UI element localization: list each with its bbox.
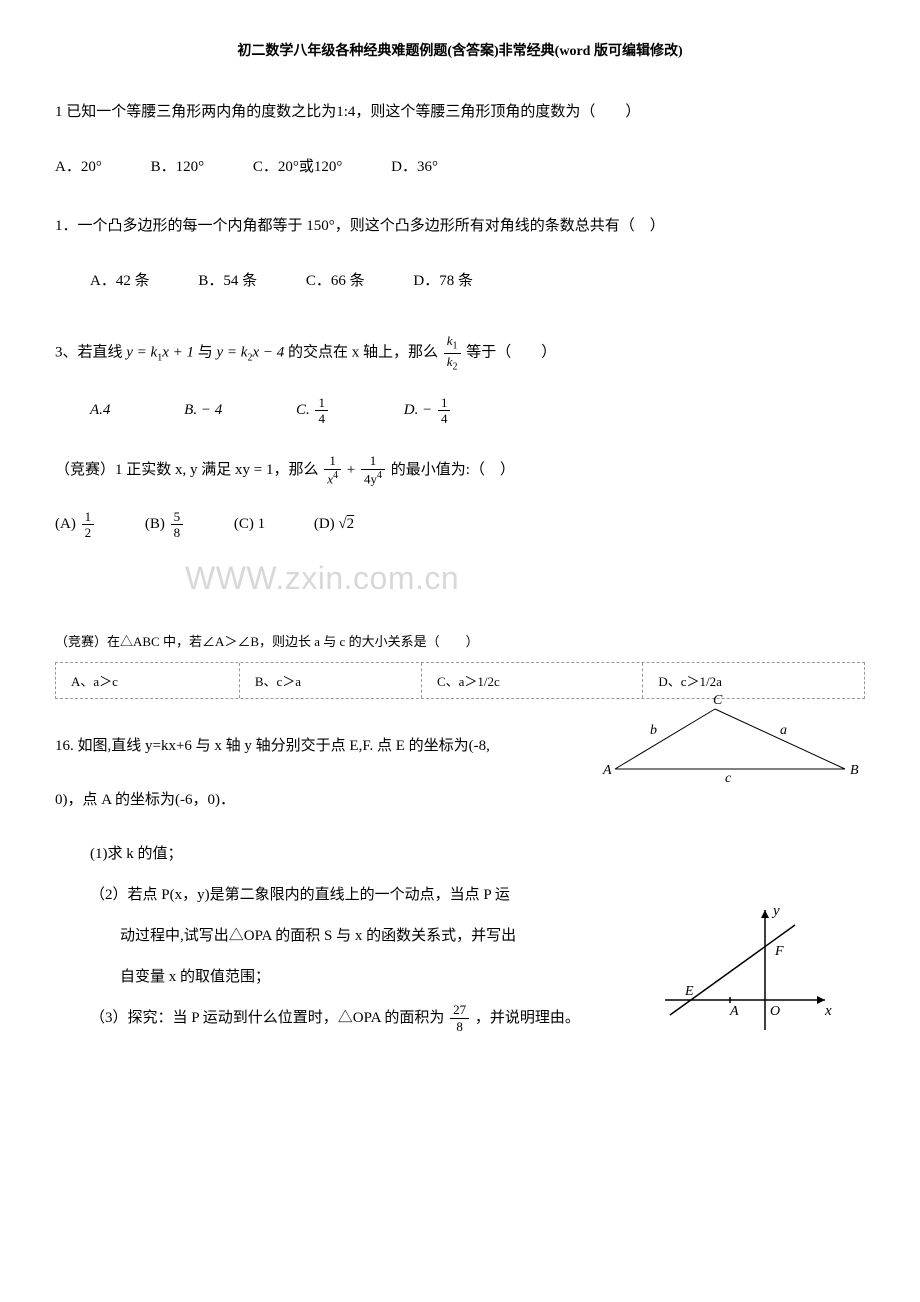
q3-suffix1: 的交点在 x 轴上，那么 (288, 345, 438, 361)
q2-optD: D．78 条 (413, 264, 473, 299)
coord-y: y (771, 903, 780, 919)
coordinate-figure: y x E A O F (655, 900, 835, 1040)
q3-cd: 4 (315, 411, 328, 427)
q4-options: (A) 12 (B) 58 (C) 1 (D) √2 (55, 507, 865, 542)
q3-optC-prefix: C. (296, 402, 310, 418)
q2-optC: C．66 条 (306, 264, 365, 299)
q1-optA: A．20° (55, 150, 102, 185)
q1-optD: D．36° (391, 150, 438, 185)
q4-dv: 2 (347, 516, 355, 532)
q1-options: A．20° B．120° C．20°或120° D．36° (55, 150, 865, 185)
q4-prefix: （竞赛）1 正实数 x, y 满足 xy = 1，那么 (55, 462, 318, 478)
tri-C: C (713, 694, 723, 708)
q5-text: （竞赛）在△ABC 中，若∠A＞∠B，则边长 a 与 c 的大小关系是（ ） (55, 627, 615, 657)
q16-sub1: (1)求 k 的值； (55, 838, 865, 871)
page-header: 初二数学八年级各种经典难题例题(含答案)非常经典(word 版可编辑修改) (55, 40, 865, 60)
q3-kfrac: k1 k2 (444, 333, 461, 373)
q4-plus: + (347, 462, 359, 478)
coord-A: A (729, 1004, 739, 1019)
tri-a: a (780, 723, 787, 738)
q16-sub3a: （3）探究：当 P 运动到什么位置时，△OPA 的面积为 (90, 1010, 444, 1026)
q4-f2: 1 4y4 (361, 453, 385, 487)
q2-optB: B．54 条 (198, 264, 257, 299)
q3-dn: 1 (438, 395, 451, 412)
q2-options: A．42 条 B．54 条 C．66 条 D．78 条 (55, 264, 865, 299)
q4-f1n: 1 (324, 453, 341, 470)
q16-line1: 16. 如图,直线 y=kx+6 与 x 轴 y 轴分别交于点 E,F. 点 E… (55, 729, 675, 764)
q16-line2: 0)，点 A 的坐标为(-6，0)． (55, 783, 675, 818)
q4-optB: (B) 58 (145, 507, 185, 542)
q4-f2n: 1 (361, 453, 385, 470)
q3-eq2a: y = k (217, 345, 248, 361)
coord-F: F (774, 944, 784, 959)
q16-sub3n: 27 (450, 1002, 469, 1019)
q4-optD: (D) √2 (314, 507, 354, 542)
q4-f2e: 4 (377, 470, 382, 481)
q3-optB-text: B. − 4 (184, 402, 222, 418)
q4-optC: (C) 1 (234, 507, 265, 542)
triangle-figure: A B C a b c (595, 694, 875, 784)
q3-optD: D. − 14 (404, 393, 453, 428)
q4-an: 1 (82, 509, 95, 526)
q5-optB: B、c＞a (240, 663, 422, 698)
q3-eq1a: y = k (126, 345, 157, 361)
q4-optA: (A) 12 (55, 507, 96, 542)
q3-optA: A.4 (90, 393, 110, 428)
q4-optD-label: (D) (314, 516, 339, 532)
q3-suffix2: 等于（ ） (466, 345, 556, 361)
q16-sub3b: ，并说明理由。 (475, 1010, 580, 1026)
q5-optC: C、a＞1/2c (422, 663, 643, 698)
tri-B: B (850, 763, 859, 778)
q4-ad: 2 (82, 525, 95, 541)
tri-c: c (725, 771, 732, 784)
q4-bd: 8 (171, 525, 184, 541)
q4-text: （竞赛）1 正实数 x, y 满足 xy = 1，那么 1 x4 + 1 4y4… (55, 453, 865, 488)
q3-options: A.4 B. − 4 C. 14 D. − 14 (55, 393, 865, 428)
q2-optA: A．42 条 (90, 264, 150, 299)
q3-mid: 与 (198, 345, 213, 361)
q3-optD-prefix: D. − (404, 402, 432, 418)
q5-optD: D、c＞1/2a (643, 663, 864, 698)
q3-text: 3、若直线 y = k 1 x + 1 与 y = k 2 x − 4 的交点在 x 轴… (55, 333, 865, 373)
q1-optC: C．20°或120° (253, 150, 343, 185)
q3-eq1b: x + 1 (162, 345, 194, 361)
q4-optA-label: (A) (55, 516, 80, 532)
q3-prefix: 3、若直线 (55, 345, 123, 361)
q3-ks2: 2 (453, 361, 458, 372)
coord-x: x (824, 1003, 832, 1019)
q1-optB: B．120° (151, 150, 205, 185)
q3-eq2b: x − 4 (252, 345, 284, 361)
q1-text: 1 已知一个等腰三角形两内角的度数之比为1:4，则这个等腰三角形顶角的度数为（ … (55, 95, 865, 130)
q4-suffix: 的最小值为:（ ） (391, 462, 515, 478)
q3-optA-text: A.4 (90, 402, 110, 418)
coord-E: E (684, 984, 694, 999)
q3-ks1: 1 (453, 341, 458, 352)
q3-dd: 4 (438, 411, 451, 427)
tri-b: b (650, 723, 657, 738)
q4-f1e: 4 (333, 470, 338, 481)
q5-optA: A、a＞c (56, 663, 240, 698)
q3-cn: 1 (315, 395, 328, 412)
q4-f1: 1 x4 (324, 453, 341, 487)
q4-f2d: 4y (364, 471, 377, 486)
q3-optC: C. 14 (296, 393, 330, 428)
q4-bn: 5 (171, 509, 184, 526)
q2-text: 1．一个凸多边形的每一个内角都等于 150°，则这个凸多边形所有对角线的条数总共… (55, 209, 865, 244)
coord-O: O (770, 1004, 780, 1019)
q4-optB-label: (B) (145, 516, 169, 532)
q16-sub3d: 8 (450, 1019, 469, 1035)
q3-optB: B. − 4 (184, 393, 222, 428)
tri-A: A (602, 763, 612, 778)
